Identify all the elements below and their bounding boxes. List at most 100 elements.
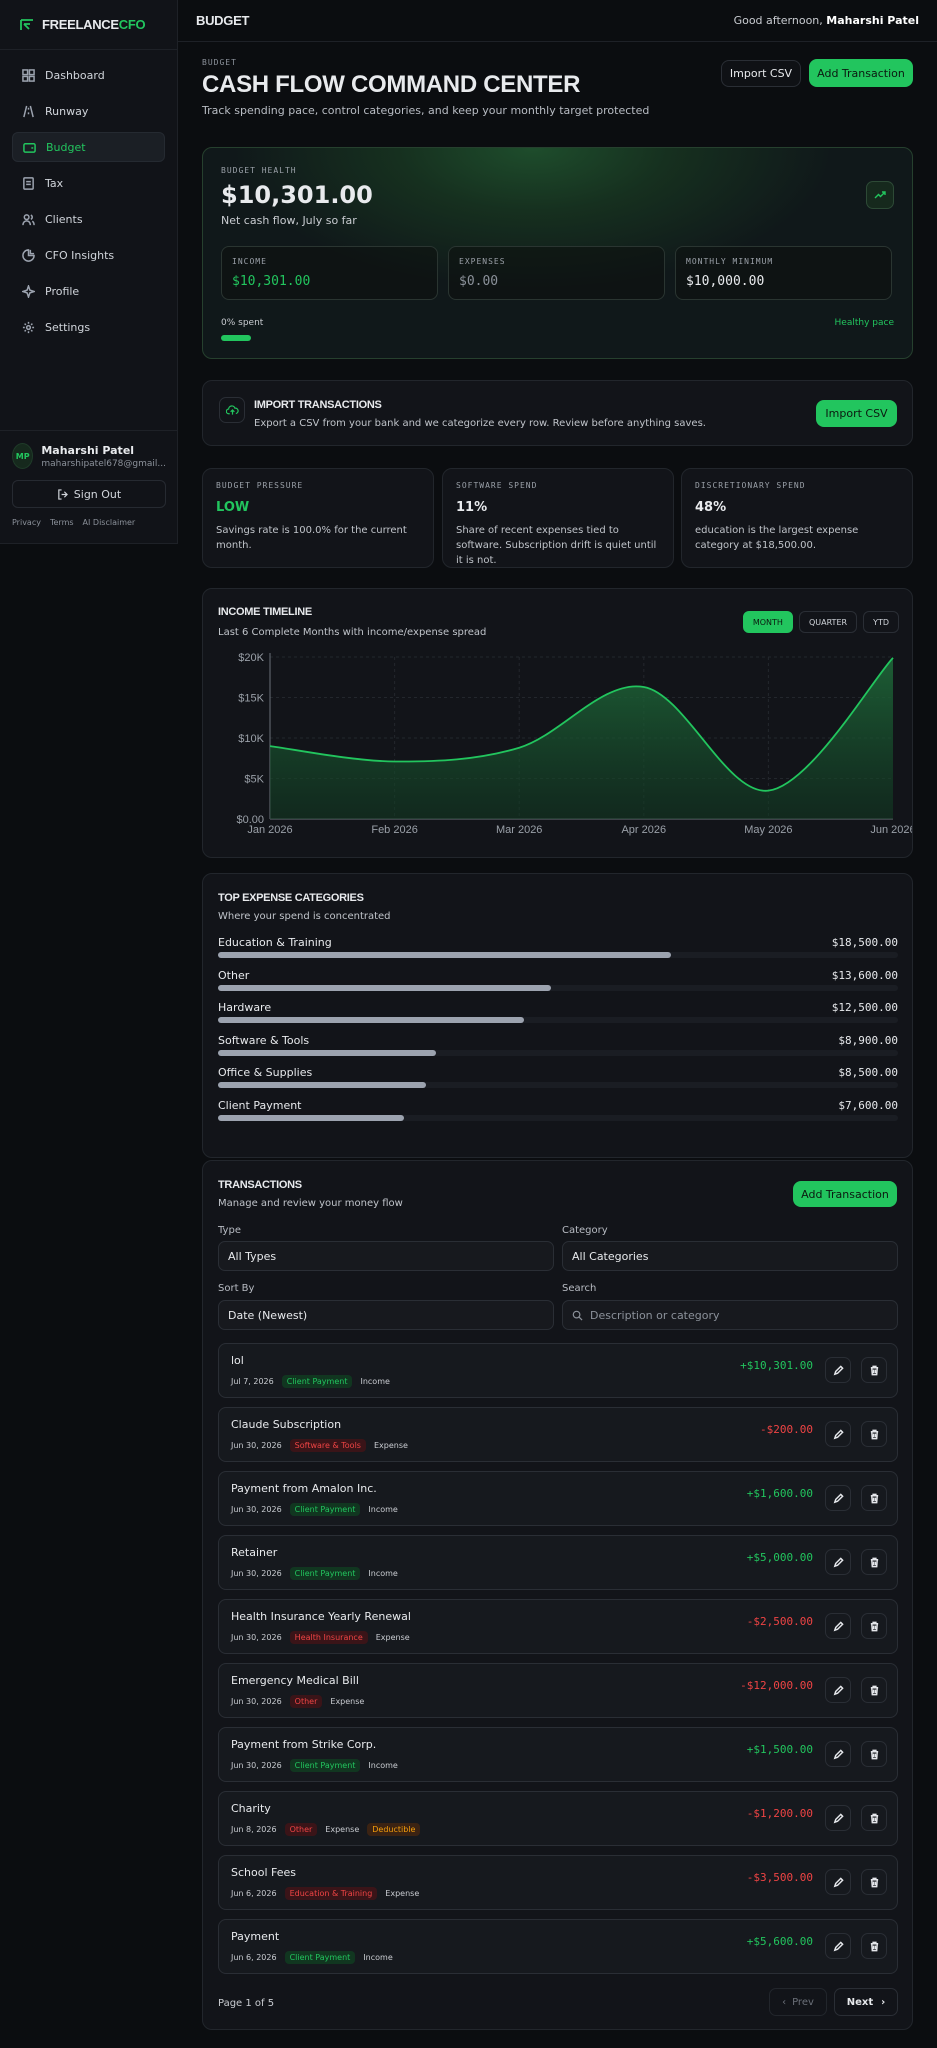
category-row: Other $13,600.00: [218, 969, 898, 1001]
delete-button[interactable]: [861, 1805, 887, 1831]
trash-icon: [870, 1941, 878, 1951]
category-name: Client Payment: [218, 1099, 302, 1112]
pencil-icon: [833, 1684, 844, 1695]
edit-button[interactable]: [825, 1421, 851, 1447]
sidebar-item-budget[interactable]: Budget: [12, 132, 165, 162]
privacy-link[interactable]: Privacy: [12, 518, 41, 527]
delete-button[interactable]: [861, 1613, 887, 1639]
brand[interactable]: FREELANCECFO: [0, 0, 177, 50]
search-input[interactable]: Description or category: [562, 1300, 898, 1330]
transaction-title: Claude Subscription: [231, 1418, 342, 1431]
sidebar: FREELANCECFO Dashboard Runway Budget Tax…: [0, 0, 178, 544]
transaction-title: Payment from Amalon Inc.: [231, 1482, 377, 1495]
terms-link[interactable]: Terms: [49, 518, 74, 527]
sign-out-button[interactable]: Sign Out: [12, 480, 166, 508]
sidebar-item-clients[interactable]: Clients: [12, 204, 165, 234]
delete-button[interactable]: [861, 1549, 887, 1575]
gear-icon: [22, 321, 35, 333]
edit-button[interactable]: [825, 1549, 851, 1575]
income-chart: $0.00 $5K $10K $15K $20K Jan 2026 Feb 2026 Mar …: [236, 652, 912, 836]
transaction-row[interactable]: Retainer Jun 30, 2026 Client Payment Income…: [218, 1535, 898, 1590]
transaction-title: lol: [231, 1354, 244, 1367]
health-label: BUDGET HEALTH: [221, 166, 297, 175]
category-badge: Client Payment: [289, 1759, 361, 1772]
sidebar-item-settings[interactable]: Settings: [12, 312, 165, 342]
tab-quarter[interactable]: QUARTER: [798, 611, 858, 633]
transaction-row[interactable]: lol Jul 7, 2026 Client Payment Income +$10,3…: [218, 1343, 898, 1398]
category-amount: $8,900.00: [838, 1033, 898, 1047]
next-page-button[interactable]: Next ›: [834, 1988, 898, 2016]
spent-progress-fill: [221, 335, 252, 341]
trash-icon: [870, 1493, 878, 1503]
category-badge: Client Payment: [289, 1503, 361, 1516]
add-transaction-button-secondary[interactable]: Add Transaction: [793, 1181, 897, 1207]
document-icon: [23, 176, 34, 190]
edit-button[interactable]: [825, 1613, 851, 1639]
tab-ytd[interactable]: YTD: [863, 611, 899, 633]
ai-disclaimer-link[interactable]: AI Disclaimer: [82, 518, 136, 527]
sidebar-item-dashboard[interactable]: Dashboard: [12, 60, 165, 90]
edit-button[interactable]: [825, 1805, 851, 1831]
cloud-upload-icon: [225, 405, 239, 415]
delete-button[interactable]: [861, 1677, 887, 1703]
import-csv-button[interactable]: Import CSV: [721, 60, 801, 87]
edit-button[interactable]: [825, 1741, 851, 1767]
stat-value: $10,000.00: [686, 274, 765, 289]
transaction-title: Health Insurance Yearly Renewal: [231, 1610, 411, 1623]
edit-button[interactable]: [825, 1677, 851, 1703]
transaction-row[interactable]: Charity Jun 8, 2026 Other Expense Deductible…: [218, 1791, 898, 1846]
trash-icon: [870, 1365, 878, 1375]
delete-button[interactable]: [861, 1933, 887, 1959]
transaction-type: Income: [360, 1377, 390, 1386]
income-stat: INCOME $10,301.00: [221, 246, 438, 300]
delete-button[interactable]: [861, 1741, 887, 1767]
transaction-row[interactable]: Claude Subscription Jun 30, 2026 Software …: [218, 1407, 898, 1462]
trend-button[interactable]: [866, 181, 894, 209]
transaction-row[interactable]: Payment from Strike Corp. Jun 30, 2026 Cli…: [218, 1727, 898, 1782]
edit-button[interactable]: [825, 1485, 851, 1511]
delete-button[interactable]: [861, 1869, 887, 1895]
income-timeline-card: INCOME TIMELINE Last 6 Complete Months w…: [202, 588, 913, 858]
transaction-meta: Jul 7, 2026 Client Payment Income: [231, 1375, 390, 1388]
category-badge: Other: [289, 1695, 323, 1708]
import-csv-button-secondary[interactable]: Import CSV: [816, 400, 897, 427]
category-badge: Other: [284, 1823, 318, 1836]
delete-button[interactable]: [861, 1485, 887, 1511]
edit-button[interactable]: [825, 1869, 851, 1895]
budget-pressure-card: BUDGET PRESSURE LOW Savings rate is 100.…: [202, 468, 434, 568]
chevron-left-icon: ‹: [782, 1996, 787, 2008]
sidebar-item-runway[interactable]: Runway: [12, 96, 165, 126]
add-transaction-button[interactable]: Add Transaction: [809, 59, 913, 87]
prev-page-button[interactable]: ‹ Prev: [769, 1988, 827, 2016]
transaction-row[interactable]: Emergency Medical Bill Jun 30, 2026 Other E…: [218, 1663, 898, 1718]
tab-month[interactable]: MONTH: [742, 611, 793, 633]
timeline-title: INCOME TIMELINE: [218, 606, 312, 618]
search-label: Search: [562, 1283, 597, 1294]
category-bar: [218, 984, 552, 991]
transaction-row[interactable]: Payment from Amalon Inc. Jun 30, 2026 Clie…: [218, 1471, 898, 1526]
transaction-row[interactable]: School Fees Jun 6, 2026 Education & Traini…: [218, 1855, 898, 1910]
sidebar-item-profile[interactable]: Profile: [12, 276, 165, 306]
sidebar-item-cfo-insights[interactable]: CFO Insights: [12, 240, 165, 270]
topbar-title: BUDGET: [196, 13, 250, 28]
edit-button[interactable]: [825, 1357, 851, 1383]
metric-label: SOFTWARE SPEND: [456, 481, 538, 490]
transaction-row[interactable]: Payment Jun 6, 2026 Client Payment Income +$…: [218, 1919, 898, 1974]
delete-button[interactable]: [861, 1357, 887, 1383]
transaction-meta: Jun 30, 2026 Client Payment Income: [231, 1503, 398, 1516]
user-row[interactable]: MP Maharshi Patel maharshipatel678@gmail…: [12, 443, 166, 469]
transaction-date: Jun 6, 2026: [231, 1953, 277, 1962]
categories-title: TOP EXPENSE CATEGORIES: [218, 892, 364, 904]
delete-button[interactable]: [861, 1421, 887, 1447]
type-filter-label: Type: [218, 1225, 241, 1236]
top-expense-categories-card: TOP EXPENSE CATEGORIES Where your spend …: [202, 873, 913, 1158]
edit-button[interactable]: [825, 1933, 851, 1959]
sort-select[interactable]: Date (Newest): [218, 1300, 554, 1330]
category-row: Education & Training $18,500.00: [218, 936, 898, 968]
type-select[interactable]: All Types: [218, 1241, 554, 1271]
sidebar-item-tax[interactable]: Tax: [12, 168, 165, 198]
trash-icon: [870, 1813, 878, 1823]
metric-value: LOW: [216, 500, 250, 515]
transaction-row[interactable]: Health Insurance Yearly Renewal Jun 30, 2…: [218, 1599, 898, 1654]
category-select[interactable]: All Categories: [562, 1241, 898, 1271]
